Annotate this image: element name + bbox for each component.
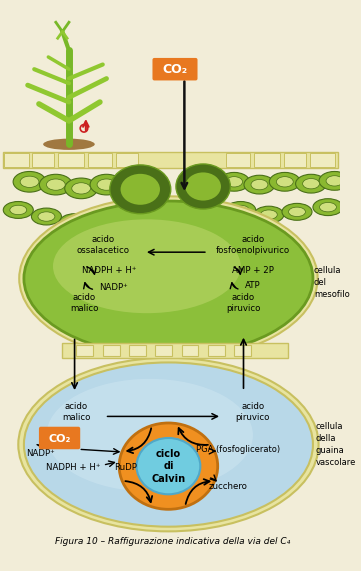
Bar [310,152,335,167]
Bar [208,345,225,356]
Ellipse shape [288,207,305,216]
Text: ciclo
di
Calvin: ciclo di Calvin [151,449,186,484]
Text: acido
fosfoenolpivurico: acido fosfoenolpivurico [216,235,290,255]
Ellipse shape [13,171,46,192]
Ellipse shape [97,179,116,190]
Ellipse shape [90,174,123,195]
Ellipse shape [72,183,91,194]
Bar [155,345,172,356]
Ellipse shape [3,202,33,218]
Text: ATP: ATP [245,282,261,291]
Ellipse shape [319,203,336,212]
Ellipse shape [185,172,221,200]
Ellipse shape [269,172,300,191]
Bar [88,152,112,167]
Ellipse shape [19,196,318,360]
Ellipse shape [277,176,293,187]
Ellipse shape [260,210,277,219]
Ellipse shape [226,202,256,218]
FancyBboxPatch shape [152,58,197,81]
Text: acido
ossalacetico: acido ossalacetico [76,235,129,255]
Bar [182,345,199,356]
Ellipse shape [136,438,200,494]
Ellipse shape [176,164,230,209]
Ellipse shape [39,174,72,195]
Ellipse shape [53,219,241,313]
Ellipse shape [282,203,312,220]
Text: CO₂: CO₂ [48,434,71,444]
Ellipse shape [226,176,243,187]
Bar [62,343,288,358]
Text: NADPH + H⁺: NADPH + H⁺ [82,267,136,275]
Bar [284,152,306,167]
Bar [4,152,29,167]
Ellipse shape [110,165,171,214]
Ellipse shape [24,363,313,526]
Text: zucchero: zucchero [209,482,248,491]
Text: acido
malico: acido malico [70,293,98,312]
Bar [116,152,138,167]
Text: acido
malico: acido malico [62,401,91,422]
Bar [77,345,93,356]
Ellipse shape [10,205,27,215]
Ellipse shape [219,172,249,191]
Ellipse shape [47,379,253,492]
Ellipse shape [20,176,39,187]
Ellipse shape [43,139,95,150]
Ellipse shape [254,206,284,223]
Bar [3,152,338,168]
Ellipse shape [313,199,343,216]
Ellipse shape [296,174,327,193]
Bar [58,152,84,167]
Text: Figura 10 – Raffigurazione indicativa della via del C₄: Figura 10 – Raffigurazione indicativa de… [56,537,291,546]
Ellipse shape [251,179,268,190]
Text: RuDP: RuDP [114,463,137,472]
Ellipse shape [24,201,313,356]
Ellipse shape [38,212,55,221]
Ellipse shape [88,208,118,225]
Text: CO₂: CO₂ [162,63,188,76]
Text: PGA (fosfoglicerato): PGA (fosfoglicerato) [196,445,280,454]
Bar [254,152,280,167]
Ellipse shape [94,212,111,221]
Text: NADPH + H⁺: NADPH + H⁺ [47,463,101,472]
Bar [103,345,119,356]
Ellipse shape [65,178,97,199]
Text: cellula
del
mesofilo: cellula del mesofilo [314,266,350,299]
Text: AMP + 2P: AMP + 2P [232,267,274,275]
Ellipse shape [66,218,83,227]
Ellipse shape [18,358,318,532]
Ellipse shape [47,179,65,190]
Bar [226,152,250,167]
Ellipse shape [121,174,160,205]
Bar [234,345,251,356]
Bar [129,345,146,356]
Ellipse shape [303,179,319,189]
Text: acido
piruvico: acido piruvico [236,401,270,422]
FancyBboxPatch shape [39,427,80,449]
Text: acido
piruvico: acido piruvico [226,293,261,312]
Ellipse shape [119,423,218,509]
Text: cellula
della
guaina
vascolare: cellula della guaina vascolare [316,423,356,467]
Ellipse shape [60,214,90,231]
Ellipse shape [244,175,275,194]
Text: NADP⁺: NADP⁺ [26,449,55,459]
Bar [32,152,54,167]
Ellipse shape [319,171,350,190]
Ellipse shape [232,205,249,215]
Ellipse shape [31,208,61,225]
Ellipse shape [326,176,343,186]
Text: NADP⁺: NADP⁺ [100,283,129,292]
